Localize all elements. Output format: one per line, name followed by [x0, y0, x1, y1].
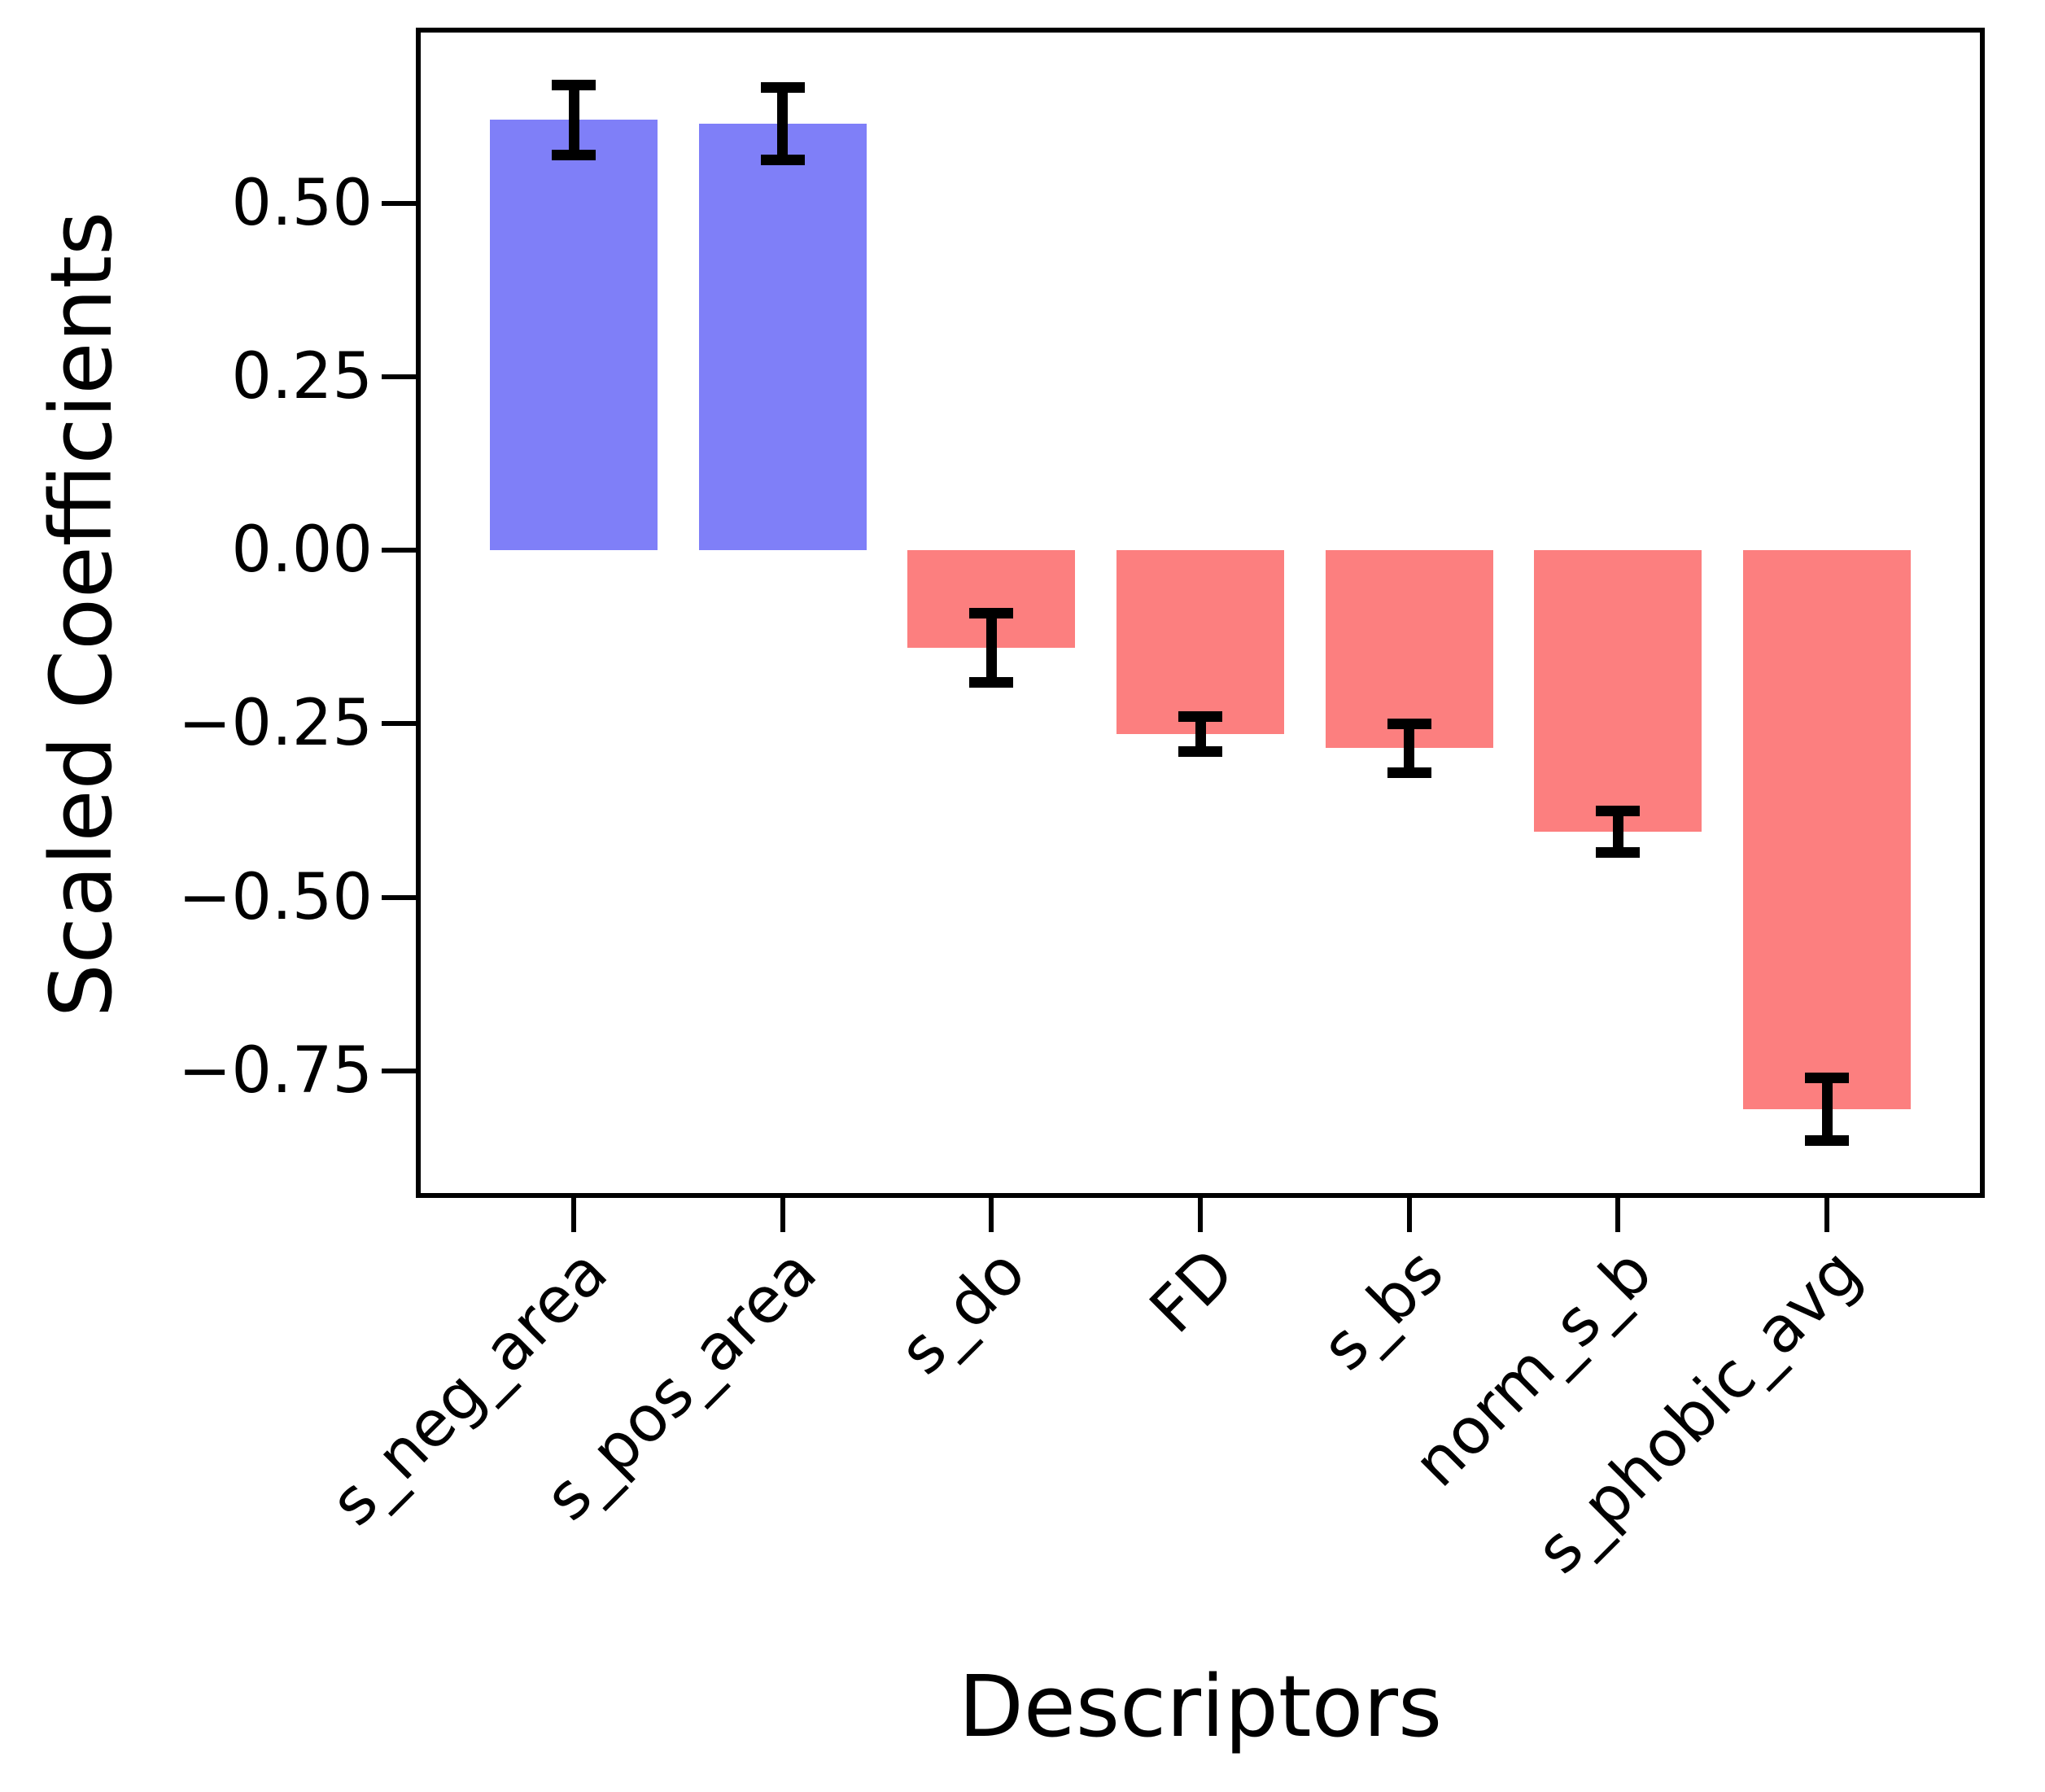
bar-s_bs: [1325, 550, 1493, 749]
error-cap-top-s_pos_area: [760, 81, 805, 93]
y-tick-−0.25: [382, 721, 416, 727]
x-tick-FD: [1198, 1198, 1203, 1232]
y-tick-label-0.00: 0.00: [231, 514, 373, 588]
error-cap-bottom-s_neg_area: [552, 149, 596, 160]
error-cap-bottom-s_bs: [1387, 767, 1431, 778]
y-tick-0.50: [382, 200, 416, 206]
error-cap-bottom-s_phobic_avg: [1805, 1134, 1849, 1146]
y-tick-0.00: [382, 548, 416, 553]
bar-s_phobic_avg: [1743, 550, 1911, 1109]
bar-norm_s_b: [1534, 550, 1702, 832]
x-tick-s_bs: [1406, 1198, 1412, 1232]
bar-s_pos_area: [698, 123, 867, 551]
x-tick-s_neg_area: [571, 1198, 576, 1232]
x-tick-label-s_bs: s_bs: [1308, 1235, 1458, 1385]
error-bar-s_neg_area: [568, 85, 579, 155]
error-cap-bottom-s_pos_area: [760, 154, 805, 165]
error-bar-s_pos_area: [777, 87, 789, 160]
x-tick-s_pos_area: [780, 1198, 785, 1232]
bar-FD: [1116, 550, 1284, 735]
y-tick-label-−0.50: −0.50: [177, 860, 373, 934]
error-bar-FD: [1195, 716, 1206, 752]
x-tick-s_do: [989, 1198, 994, 1232]
y-tick-label-−0.75: −0.75: [177, 1034, 373, 1108]
y-tick-−0.50: [382, 894, 416, 900]
y-tick-−0.75: [382, 1068, 416, 1073]
y-tick-0.25: [382, 374, 416, 380]
error-cap-bottom-FD: [1178, 746, 1222, 758]
error-bar-s_bs: [1404, 723, 1415, 773]
y-tick-label-0.50: 0.50: [231, 166, 373, 240]
error-cap-top-s_bs: [1387, 718, 1431, 729]
y-axis-title: Scaled Coefficients: [32, 211, 131, 1018]
y-tick-label-−0.25: −0.25: [177, 687, 373, 761]
x-axis-title: Descriptors: [958, 1657, 1443, 1756]
bar-s_neg_area: [490, 120, 658, 551]
error-cap-top-norm_s_b: [1596, 805, 1641, 816]
error-cap-top-FD: [1178, 711, 1222, 723]
error-cap-top-s_do: [969, 607, 1014, 618]
error-bar-norm_s_b: [1612, 811, 1623, 853]
x-tick-norm_s_b: [1615, 1198, 1621, 1232]
plot-area: [382, 28, 1985, 1232]
error-cap-bottom-norm_s_b: [1596, 846, 1641, 858]
error-bar-s_phobic_avg: [1821, 1077, 1833, 1141]
x-tick-s_phobic_avg: [1824, 1198, 1829, 1232]
error-cap-bottom-s_do: [969, 676, 1014, 688]
error-bar-s_do: [985, 613, 997, 683]
error-cap-top-s_neg_area: [552, 80, 596, 91]
y-tick-label-0.25: 0.25: [231, 340, 373, 414]
x-tick-label-s_do: s_do: [886, 1235, 1040, 1389]
error-cap-top-s_phobic_avg: [1805, 1072, 1849, 1083]
x-tick-label-FD: FD: [1136, 1235, 1249, 1348]
